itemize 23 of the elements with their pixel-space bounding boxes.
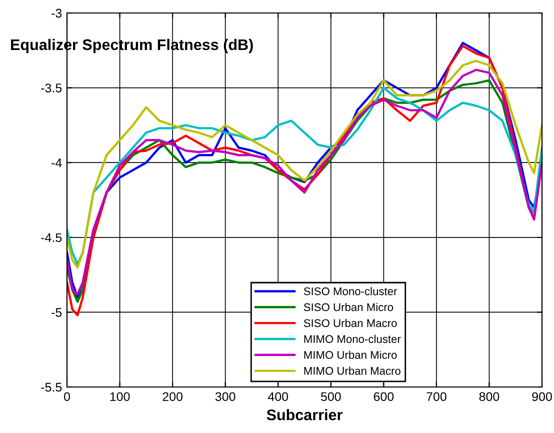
y-tick-label: -3 [52, 8, 62, 18]
y-tick-label: -4 [52, 158, 62, 168]
y-tick-label: -3.5 [41, 84, 62, 92]
x-tick-label: 0 [64, 392, 70, 402]
x-tick-label: 600 [374, 392, 394, 402]
legend-label: MIMO Urban Macro [304, 366, 400, 375]
x-tick-label: 200 [162, 392, 182, 402]
legend-label: MIMO Mono-cluster [304, 334, 401, 343]
y-tick-label: -5 [52, 308, 62, 317]
x-tick-label: 400 [268, 392, 288, 402]
legend-label: SISO Urban Macro [304, 318, 397, 328]
x-axis-title: Subcarrier [266, 409, 342, 420]
x-tick-label: 100 [110, 392, 130, 402]
x-tick-label: 700 [426, 392, 446, 402]
legend-label: MIMO Urban Micro [304, 350, 397, 359]
x-tick-label: 800 [479, 392, 500, 402]
x-tick-label: 900 [532, 392, 552, 402]
y-tick-label: -5.5 [41, 382, 62, 392]
legend-label: SISO Mono-cluster [304, 287, 398, 296]
y-tick-label: -4.5 [41, 233, 62, 242]
x-tick-label: 300 [215, 392, 236, 402]
legend-label: SISO Urban Micro [304, 302, 394, 312]
x-tick-label: 500 [320, 392, 341, 402]
